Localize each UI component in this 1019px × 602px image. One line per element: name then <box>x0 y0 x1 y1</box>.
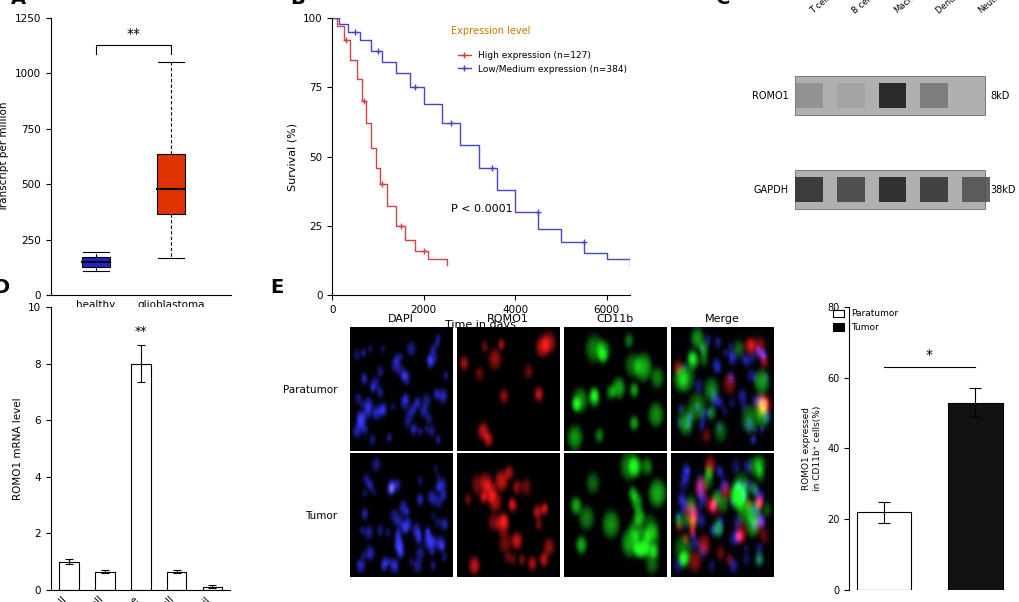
Text: Tumor: Tumor <box>305 510 337 521</box>
Bar <box>947 403 1002 590</box>
Bar <box>794 76 983 115</box>
Text: ROMO1: ROMO1 <box>752 90 789 101</box>
Text: **: ** <box>126 27 141 42</box>
Bar <box>919 83 948 108</box>
Text: Dendritic cell: Dendritic cell <box>933 0 982 15</box>
Bar <box>794 83 822 108</box>
Text: Expression level: Expression level <box>450 26 530 36</box>
Text: ROMO1: ROMO1 <box>486 314 528 324</box>
Legend: Paratumor, Tumor: Paratumor, Tumor <box>828 306 901 335</box>
Bar <box>82 257 110 267</box>
X-axis label: Time in days: Time in days <box>445 320 516 330</box>
Text: **: ** <box>135 325 147 338</box>
Text: *: * <box>925 348 932 362</box>
Text: GAPDH: GAPDH <box>753 185 789 195</box>
Text: C: C <box>715 0 731 8</box>
Text: DAPI: DAPI <box>387 314 414 324</box>
Text: A: A <box>11 0 26 8</box>
Bar <box>919 177 948 202</box>
Text: CD11b: CD11b <box>596 314 633 324</box>
Text: 38kD: 38kD <box>989 185 1015 195</box>
Bar <box>794 170 983 209</box>
Bar <box>877 83 906 108</box>
Bar <box>836 83 864 108</box>
Bar <box>95 571 114 590</box>
Text: P < 0.0001: P < 0.0001 <box>450 204 513 214</box>
Bar <box>203 586 222 590</box>
Legend: High expression (n=127), Low/Medium expression (n=384): High expression (n=127), Low/Medium expr… <box>453 48 631 77</box>
Bar <box>794 177 822 202</box>
Bar <box>166 571 186 590</box>
Bar <box>59 562 78 590</box>
Bar <box>877 177 906 202</box>
Text: B: B <box>290 0 305 8</box>
Bar <box>130 364 151 590</box>
Y-axis label: Survival (%): Survival (%) <box>287 122 297 191</box>
Bar <box>836 177 864 202</box>
Text: E: E <box>270 278 283 297</box>
Text: Macrophage: Macrophage <box>892 0 937 15</box>
Bar <box>961 177 989 202</box>
Y-axis label: ROMO1 expressed
in CD11b⁺ cells(%): ROMO1 expressed in CD11b⁺ cells(%) <box>801 406 820 491</box>
Bar <box>157 154 185 214</box>
Text: B cell: B cell <box>850 0 873 15</box>
Y-axis label: ROMO1 mRNA level: ROMO1 mRNA level <box>12 397 22 500</box>
Text: Merge: Merge <box>704 314 739 324</box>
Text: T cell: T cell <box>808 0 830 15</box>
Text: 8kD: 8kD <box>989 90 1009 101</box>
Text: D: D <box>0 278 10 297</box>
Bar <box>856 512 910 590</box>
Y-axis label: Transcript per million: Transcript per million <box>0 101 9 212</box>
Text: Paratumor: Paratumor <box>282 385 337 395</box>
Text: Neutrophil: Neutrophil <box>975 0 1015 15</box>
